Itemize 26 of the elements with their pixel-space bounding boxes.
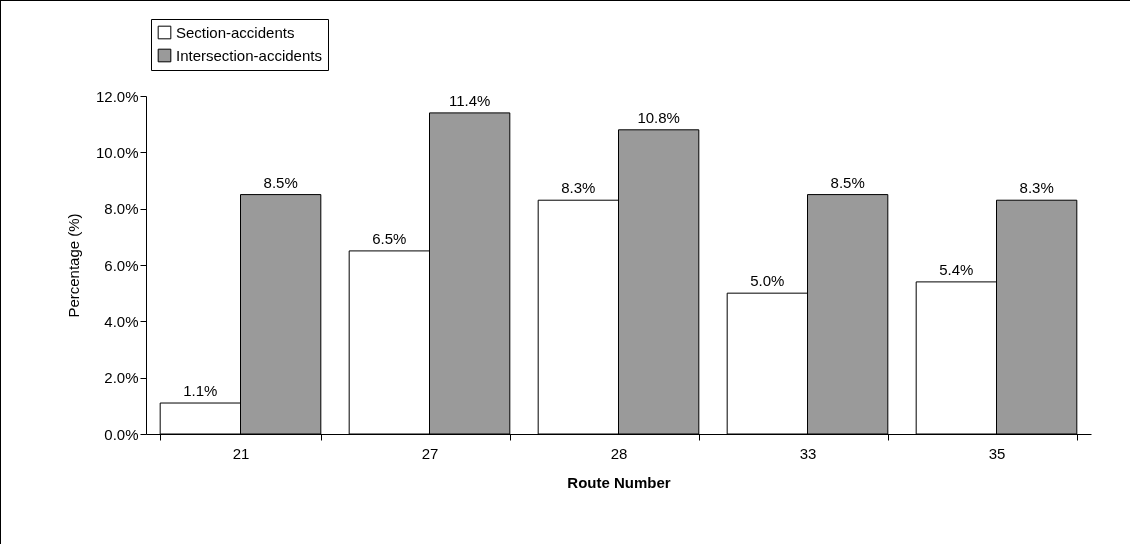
legend-label: Section-accidents: [176, 23, 295, 41]
legend-label: Intersection-accidents: [176, 46, 322, 64]
data-label: 8.3%: [561, 179, 596, 197]
x-tick-label: 28: [610, 444, 628, 462]
y-tick-label: 0.0%: [104, 425, 139, 443]
data-label: 8.3%: [1019, 179, 1054, 197]
y-tick-label: 8.0%: [104, 200, 139, 218]
data-label: 11.4%: [448, 91, 491, 109]
x-axis-title: Route Number: [567, 473, 671, 491]
x-tick-label: 27: [421, 444, 439, 462]
y-tick-label: 12.0%: [95, 87, 139, 105]
data-label: 8.5%: [830, 173, 865, 191]
data-label: 5.0%: [750, 272, 785, 290]
y-axis-title: Percentage (%): [64, 213, 82, 318]
y-tick-label: 4.0%: [104, 312, 139, 330]
data-label: 10.8%: [637, 108, 680, 126]
x-tick-label: 35: [988, 444, 1006, 462]
data-label: 1.1%: [183, 382, 218, 400]
y-tick-label: 10.0%: [95, 143, 139, 161]
x-tick-label: 33: [799, 444, 817, 462]
y-tick-label: 6.0%: [104, 256, 139, 274]
data-label: 6.5%: [372, 229, 407, 247]
data-label: 5.4%: [939, 260, 974, 278]
x-tick-label: 21: [232, 444, 250, 462]
data-label: 8.5%: [263, 173, 298, 191]
y-tick-label: 2.0%: [104, 369, 139, 387]
